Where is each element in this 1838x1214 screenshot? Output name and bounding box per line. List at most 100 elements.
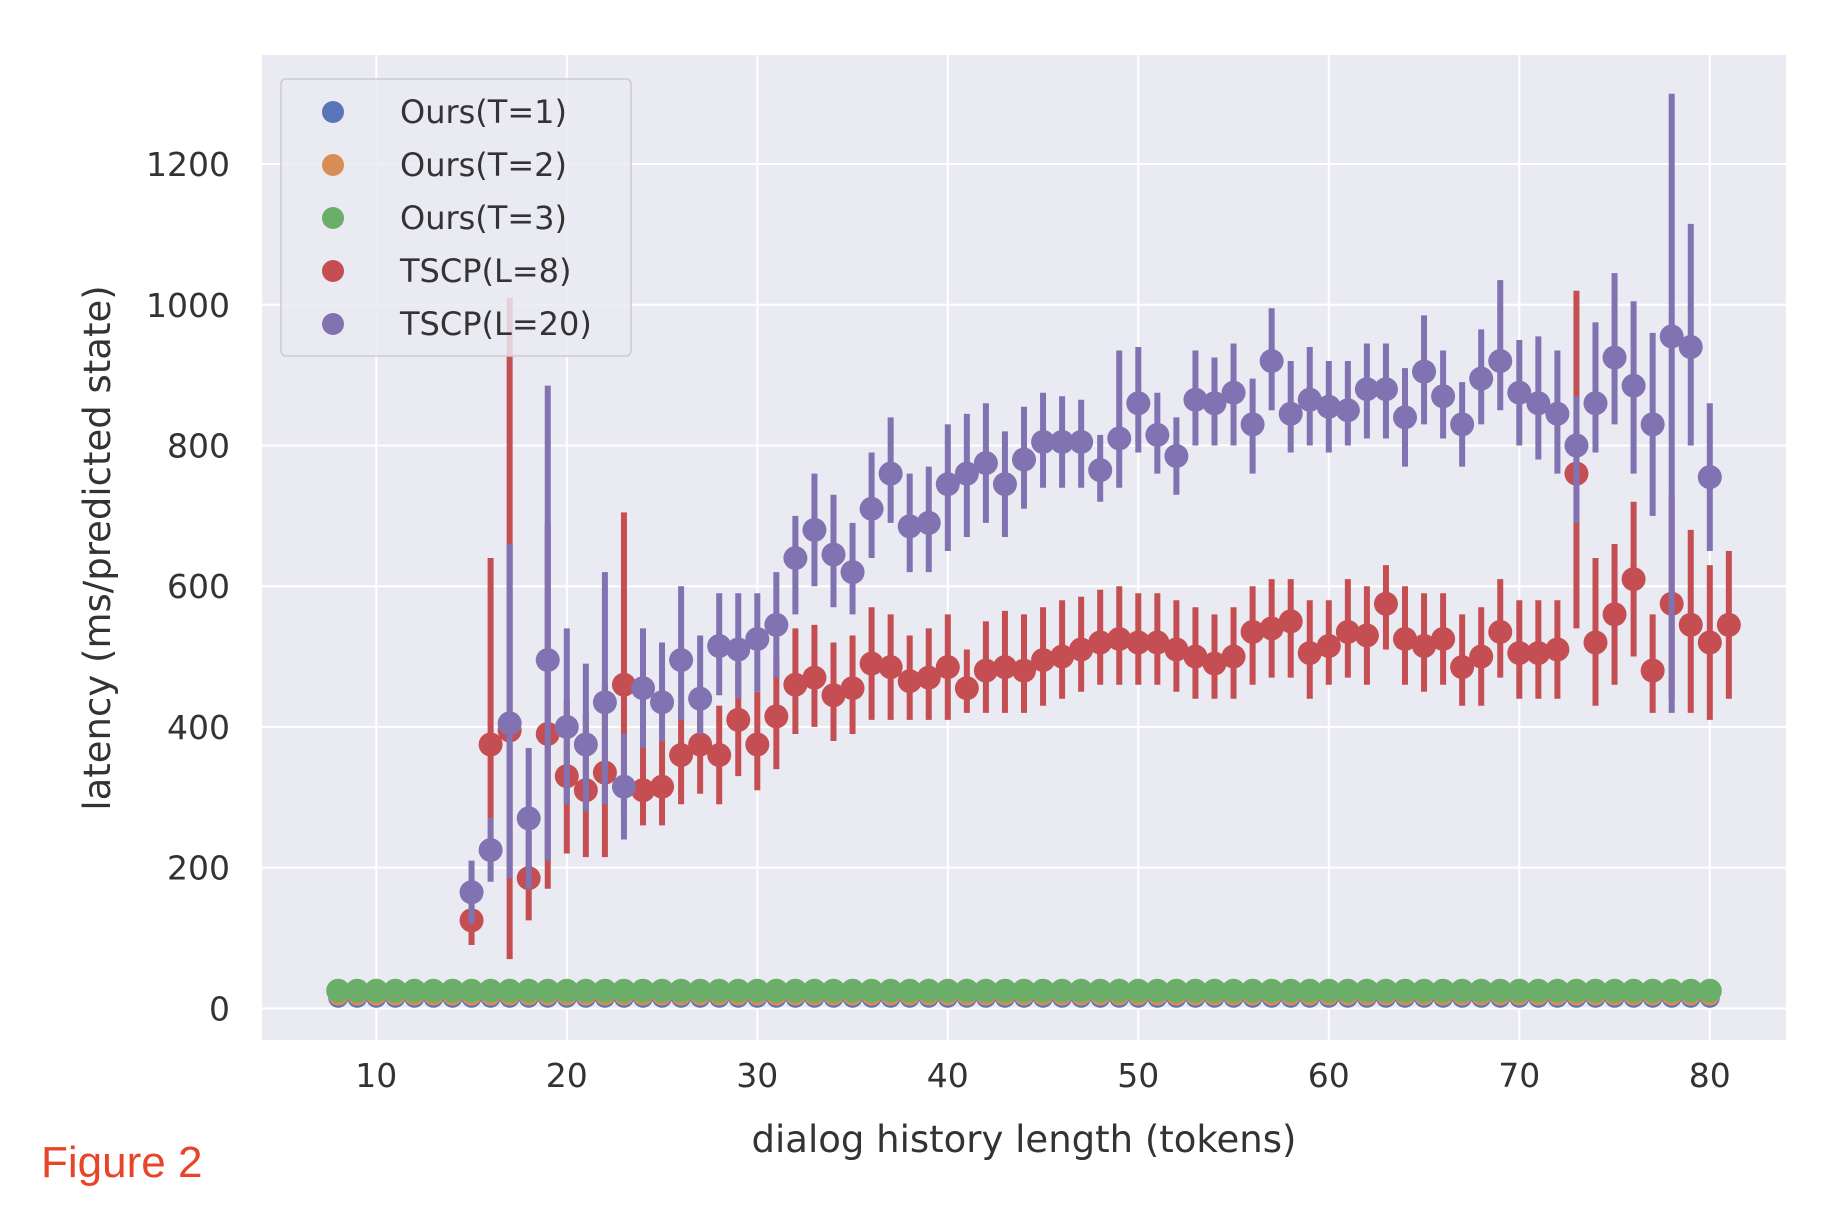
data-point [1659, 978, 1684, 1003]
data-point [1412, 978, 1437, 1003]
figure-caption: Figure 2 [41, 1138, 203, 1187]
x-tick-label: 50 [1117, 1056, 1159, 1095]
data-point [1393, 405, 1417, 430]
data-point [1221, 978, 1246, 1003]
data-point [631, 778, 655, 803]
data-point [1488, 349, 1513, 374]
data-point [1545, 978, 1570, 1003]
data-point [1621, 373, 1646, 398]
legend-marker [322, 154, 344, 176]
data-point [1469, 366, 1494, 391]
data-point [1012, 658, 1036, 683]
data-point [726, 637, 751, 662]
data-point [650, 774, 675, 799]
data-point [859, 496, 884, 521]
data-point [1145, 630, 1170, 655]
data-point [1602, 345, 1627, 370]
data-point [688, 732, 713, 757]
data-point [783, 546, 808, 571]
data-point [1431, 626, 1456, 651]
data-point [1621, 567, 1646, 592]
data-point [1678, 978, 1703, 1003]
data-point [1373, 591, 1398, 616]
data-point [802, 517, 827, 542]
data-point [1564, 978, 1589, 1003]
data-point [1678, 612, 1703, 637]
data-point [669, 978, 694, 1003]
data-point [840, 560, 865, 585]
data-point [440, 978, 465, 1003]
data-point [497, 711, 522, 736]
data-point [897, 669, 922, 694]
data-point [1031, 648, 1056, 673]
data-point [669, 743, 694, 768]
data-point [573, 732, 598, 757]
data-point [554, 714, 579, 739]
data-point [1069, 637, 1094, 662]
data-point [1507, 978, 1532, 1003]
data-point [1259, 349, 1284, 374]
data-point [650, 690, 675, 715]
data-point [631, 676, 655, 701]
data-point [992, 978, 1017, 1003]
legend-label: Ours(T=3) [400, 199, 567, 237]
data-point [1697, 465, 1722, 490]
data-point [783, 672, 808, 697]
data-point [992, 472, 1017, 497]
data-point [1602, 602, 1627, 627]
x-tick-label: 20 [546, 1056, 588, 1095]
legend-box [280, 78, 632, 357]
data-point [1393, 978, 1417, 1003]
data-point [1088, 630, 1113, 655]
data-point [954, 676, 979, 701]
x-tick-label: 60 [1308, 1056, 1350, 1095]
data-point [1678, 334, 1703, 359]
data-point [707, 978, 732, 1003]
y-tick-label: 1200 [146, 145, 230, 184]
data-point [611, 672, 636, 697]
legend-marker [322, 207, 344, 229]
y-tick-label: 800 [167, 426, 230, 465]
data-point [459, 978, 484, 1003]
data-point [954, 978, 979, 1003]
data-point [1583, 630, 1608, 655]
data-point [745, 626, 770, 651]
data-point [1278, 609, 1303, 634]
data-point [1164, 444, 1189, 469]
data-point [478, 978, 503, 1003]
data-point [592, 978, 617, 1003]
data-point [535, 978, 560, 1003]
data-point [916, 665, 941, 690]
x-axis-label: dialog history length (tokens) [752, 1118, 1297, 1161]
data-point [802, 665, 827, 690]
y-tick-label: 200 [167, 849, 230, 888]
data-point [783, 978, 808, 1003]
data-point [726, 978, 751, 1003]
data-point [1221, 644, 1246, 669]
data-point [1488, 619, 1513, 644]
data-point [1107, 626, 1132, 651]
data-point [573, 978, 598, 1003]
data-point [650, 978, 675, 1003]
data-point [878, 461, 903, 486]
data-point [1278, 978, 1303, 1003]
data-point [631, 978, 655, 1003]
data-point [1526, 978, 1551, 1003]
data-point [688, 978, 713, 1003]
data-point [1431, 384, 1456, 409]
data-point [1354, 623, 1379, 648]
data-point [916, 510, 941, 535]
data-point [1354, 377, 1379, 402]
data-point [1697, 630, 1722, 655]
data-point [1335, 978, 1360, 1003]
data-point [821, 542, 846, 567]
data-point [1393, 626, 1417, 651]
x-tick-label: 30 [736, 1056, 778, 1095]
y-tick-label: 400 [167, 708, 230, 747]
data-point [1621, 978, 1646, 1003]
data-point [764, 612, 789, 637]
data-point [1507, 641, 1532, 666]
x-tick-label: 10 [355, 1056, 397, 1095]
data-point [1126, 978, 1151, 1003]
data-point [973, 978, 998, 1003]
